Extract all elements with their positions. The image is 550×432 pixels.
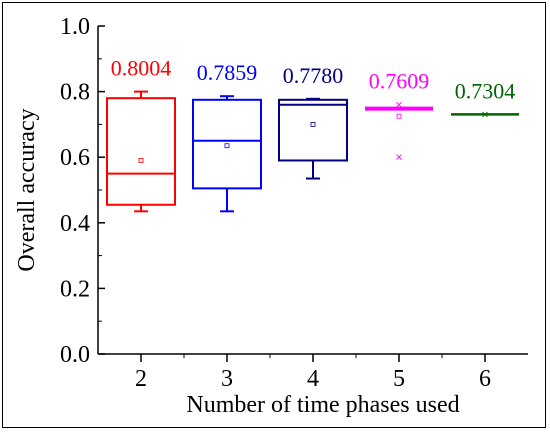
y-tick-label: 1.0 <box>60 14 90 40</box>
axes-group: 0.0 0.2 0.4 0.6 0.8 1.0 2 3 4 5 6 <box>60 14 528 392</box>
outlier-marker <box>396 154 402 161</box>
y-tick-label: 0.8 <box>60 80 90 106</box>
value-label-2: 0.8004 <box>111 56 172 81</box>
box-group-6 <box>451 111 519 118</box>
x-tick-label: 3 <box>221 366 233 392</box>
mean-marker <box>396 113 402 119</box>
y-tick-label: 0.0 <box>60 342 90 368</box>
value-labels-group: 0.8004 0.7859 0.7780 0.7609 0.7304 <box>111 56 516 104</box>
outlier-stroke-b <box>482 111 488 118</box>
boxes-group <box>106 90 519 213</box>
outlier-stroke-b <box>396 101 402 108</box>
x-tick-label: 2 <box>135 366 147 392</box>
outlier-marker <box>482 111 488 118</box>
box-group-3 <box>192 95 262 213</box>
y-tick-label: 0.4 <box>60 211 90 237</box>
mean-marker <box>138 158 144 163</box>
y-tick-label: 0.6 <box>60 145 90 171</box>
x-axis-title: Number of time phases used <box>186 392 459 418</box>
outlier-marker <box>396 101 402 108</box>
iqr-box <box>192 98 262 190</box>
value-label-6: 0.7304 <box>455 78 516 103</box>
iqr-box <box>278 98 348 162</box>
y-tick-label: 0.2 <box>60 276 90 302</box>
box-group-2 <box>106 90 176 213</box>
box-group-5 <box>365 101 433 161</box>
mean-marker <box>224 143 230 149</box>
x-tick-label: 5 <box>393 366 405 392</box>
value-label-5: 0.7609 <box>369 69 430 94</box>
x-tick-label: 4 <box>307 366 319 392</box>
iqr-box <box>106 97 176 206</box>
value-label-4: 0.7780 <box>283 63 344 88</box>
value-label-3: 0.7859 <box>197 60 258 85</box>
box-group-4 <box>278 97 348 180</box>
mean-marker <box>310 122 316 127</box>
outlier-stroke-b <box>396 154 402 161</box>
chart-frame <box>2 2 546 428</box>
y-axis-title: Overall accuracy <box>14 108 40 271</box>
x-tick-label: 6 <box>479 366 491 392</box>
